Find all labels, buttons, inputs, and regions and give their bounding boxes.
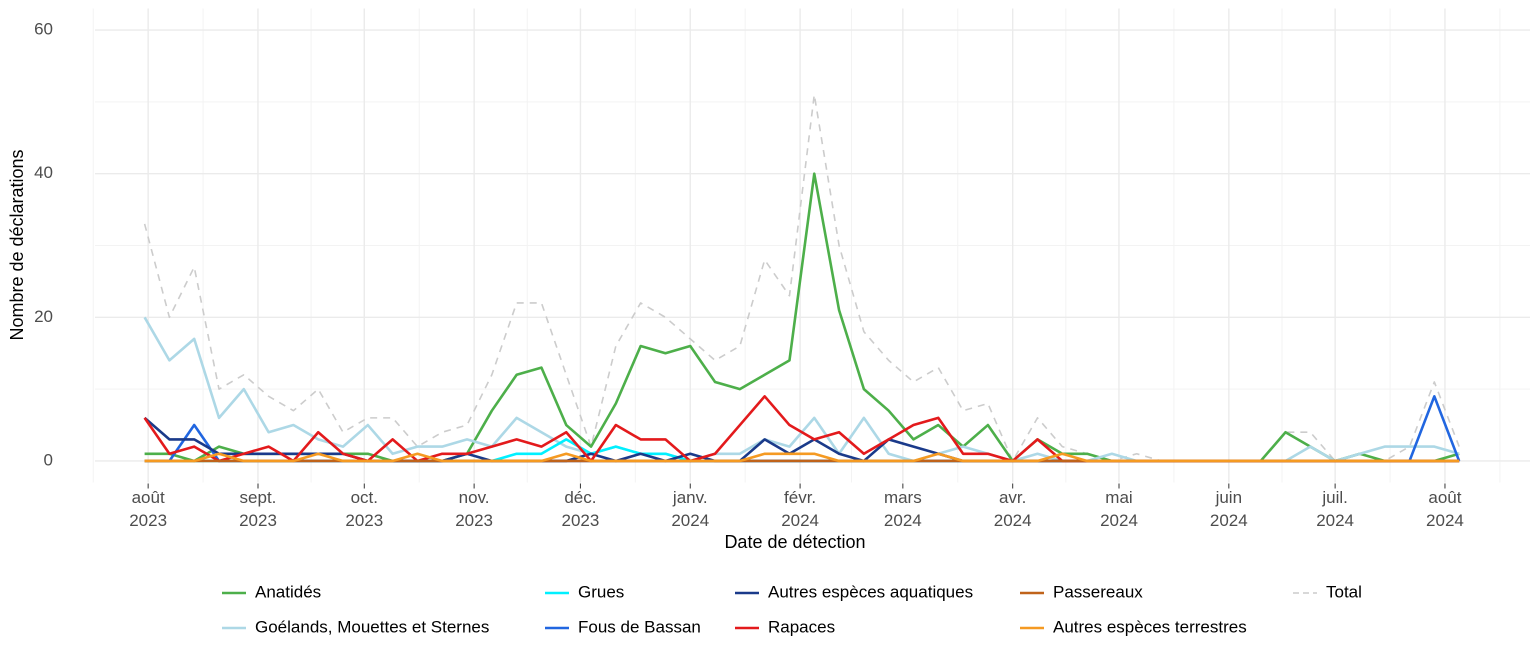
- x-tick-label: août 2024: [1426, 488, 1464, 530]
- x-axis-title: Date de détection: [724, 532, 865, 552]
- series-line: [144, 452, 1460, 463]
- x-tick-label: févr. 2024: [781, 488, 820, 530]
- y-tick-label: 0: [44, 450, 53, 469]
- y-tick-label: 60: [34, 20, 53, 39]
- x-tick-label: sept. 2023: [239, 488, 277, 530]
- x-tick-label: déc. 2023: [561, 488, 600, 530]
- grid: [92, 8, 1530, 483]
- x-tick-label: mars 2024: [883, 488, 922, 530]
- x-tick-label: mai 2024: [1100, 488, 1138, 530]
- legend-label: Fous de Bassan: [578, 617, 701, 636]
- x-tick-label: août 2023: [129, 488, 168, 530]
- legend-label: Rapaces: [768, 617, 835, 636]
- legend-label: Anatidés: [255, 582, 321, 601]
- y-tick-label: 40: [34, 163, 53, 182]
- legend-label: Autres espèces terrestres: [1053, 617, 1247, 636]
- x-tick-label: oct. 2023: [345, 488, 384, 530]
- y-axis-title: Nombre de déclarations: [7, 149, 27, 340]
- legend-label: Goélands, Mouettes et Sternes: [255, 617, 489, 636]
- x-tick-label: avr. 2024: [993, 488, 1032, 530]
- legend-label: Total: [1326, 582, 1362, 601]
- x-tick-label: nov. 2023: [455, 488, 494, 530]
- x-tick-label: janv. 2024: [671, 488, 710, 530]
- x-tick-label: juil. 2024: [1316, 488, 1355, 530]
- y-tick-label: 20: [34, 307, 53, 326]
- x-tick-label: juin 2024: [1209, 488, 1248, 530]
- legend-label: Grues: [578, 582, 624, 601]
- series-line: [143, 93, 1460, 462]
- legend-label: Passereaux: [1053, 582, 1143, 601]
- legend-label: Autres espèces aquatiques: [768, 582, 973, 601]
